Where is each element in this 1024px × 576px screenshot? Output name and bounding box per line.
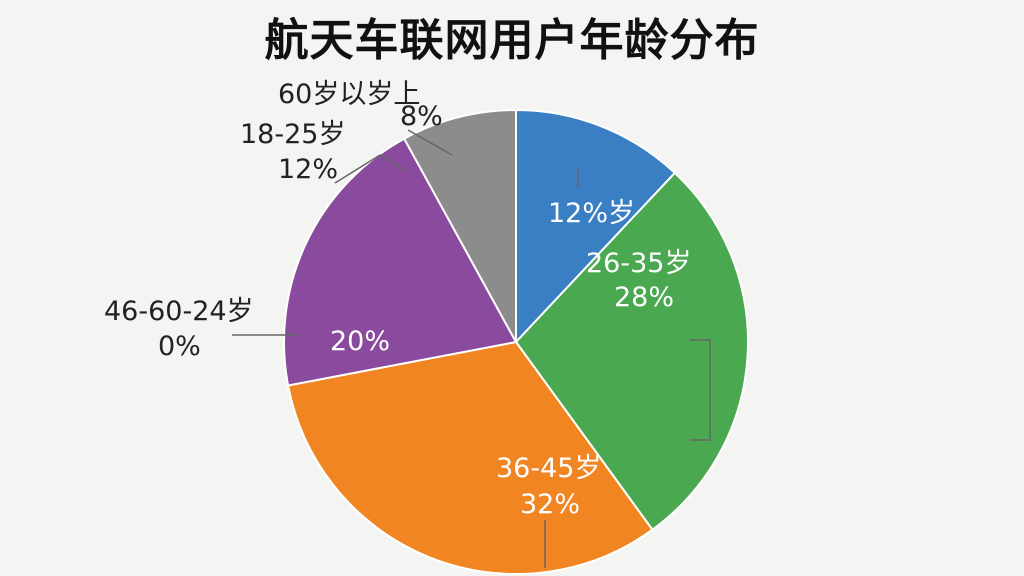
label-26-35-name: 26-35岁: [586, 248, 691, 279]
label-60plus-name: 60岁以岁上: [278, 79, 420, 110]
label-18-25-name: 18-25岁: [240, 119, 345, 150]
label-36-45-pct: 32%: [520, 489, 580, 520]
label-18-25-pct: 12%: [278, 154, 338, 185]
pie-slices: [283, 108, 749, 575]
label-26-35-pct: 28%: [614, 282, 674, 313]
pie-slice-2: [514, 171, 749, 532]
leader-line-18-25: [334, 154, 406, 184]
pie-slice-1: [515, 108, 677, 345]
pie-slice-5: [402, 108, 517, 343]
leader-lines: [232, 129, 711, 568]
label-36-45-name: 36-45岁: [496, 453, 601, 484]
pie-slice-3: [286, 340, 654, 575]
label-46-60-outer-pct: 0%: [158, 331, 201, 362]
chart-title: 航天车联网用户年龄分布: [264, 15, 760, 66]
leader-line-green: [690, 339, 711, 441]
label-46-60-outer-name: 46-60-24岁: [104, 296, 254, 327]
leader-line-60plus: [407, 129, 453, 156]
label-blue-inside: 12%岁: [548, 198, 635, 229]
label-46-60-inside: 20%: [330, 326, 390, 357]
label-60plus-pct: 8%: [400, 101, 443, 132]
